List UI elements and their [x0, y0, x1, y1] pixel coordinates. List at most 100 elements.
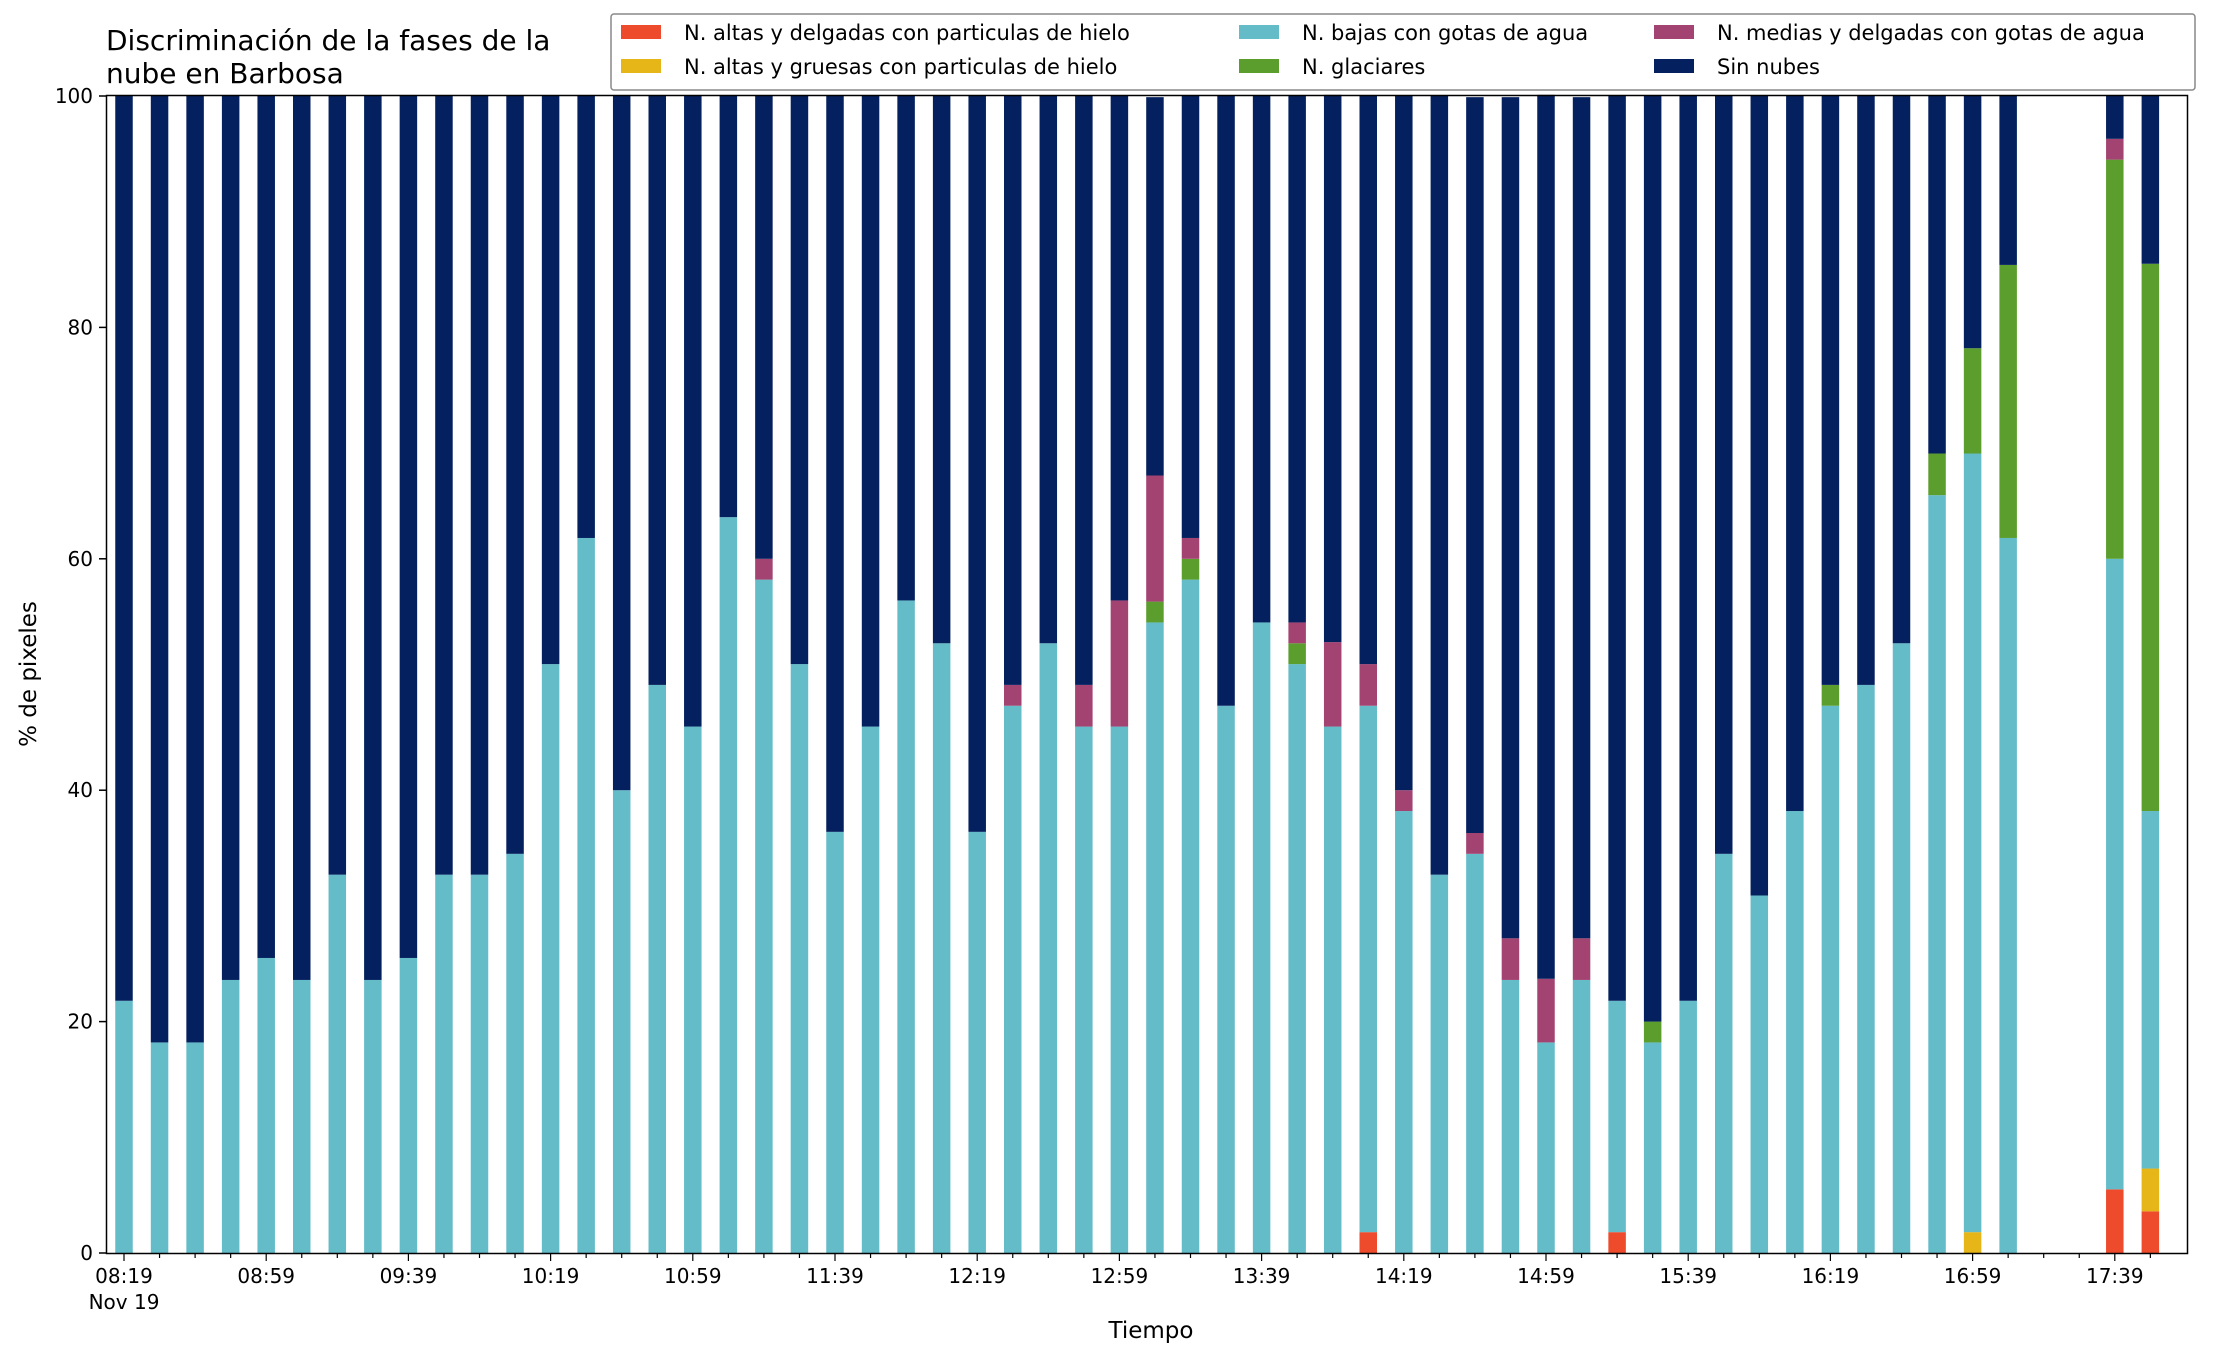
bar-segment — [506, 96, 524, 854]
bar-segment — [399, 96, 418, 958]
bar-segment — [1039, 96, 1058, 644]
bar-segment — [2141, 96, 2160, 264]
bar-segment — [1252, 96, 1271, 623]
bar-segment — [2141, 811, 2160, 1169]
chart-title-line-1: Discriminación de la fases de la — [106, 24, 550, 57]
bar-segment — [1572, 97, 1591, 939]
bar-segment — [1217, 96, 1235, 706]
legend: N. altas y delgadas con particulas de hi… — [610, 13, 2196, 91]
bar-segment — [1963, 96, 1982, 349]
x-tick-label: 12:59 — [1091, 1264, 1149, 1288]
bar-segment — [897, 96, 915, 601]
bar-segment — [257, 957, 275, 1253]
bar-segment — [1608, 96, 1626, 1001]
bar-segment — [612, 790, 631, 1253]
legend-swatch — [1654, 59, 1694, 73]
bar-segment — [470, 96, 489, 875]
bar-segment — [1146, 622, 1164, 1253]
bar-segment — [1075, 726, 1093, 1253]
x-tick-label: 09:39 — [380, 1264, 438, 1288]
bar-segment — [2106, 1189, 2124, 1253]
bar-segment — [1643, 1042, 1662, 1253]
bar-segment — [684, 96, 702, 727]
bar-segment — [1572, 938, 1591, 980]
bar-segment — [1963, 453, 1982, 1233]
bar-segment — [1004, 684, 1022, 706]
bar-segment — [1857, 684, 1875, 1253]
bar-segment — [1501, 938, 1520, 980]
bar-segment — [1146, 601, 1164, 623]
bar-segment — [968, 831, 986, 1253]
bar-segment — [435, 96, 453, 875]
legend-box — [610, 13, 2196, 91]
bar-segment — [577, 96, 595, 538]
bar-segment — [2106, 96, 2124, 139]
x-date-label: Nov 19 — [89, 1290, 160, 1314]
bar-segment — [1181, 537, 1200, 559]
bar-segment — [364, 979, 382, 1253]
bar-segment — [1359, 96, 1377, 665]
bar-segment — [1928, 96, 1946, 454]
x-tick-label: 11:39 — [806, 1264, 864, 1288]
bar-segment — [1572, 979, 1591, 1253]
chart-title-line-2: nube en Barbosa — [106, 57, 344, 90]
bar-segment — [2141, 1168, 2160, 1212]
bar-segment — [755, 579, 773, 1253]
bar-segment — [1181, 558, 1200, 580]
y-axis: 0 20 40 60 80 100 — [55, 84, 107, 1265]
bar-segment — [1715, 853, 1733, 1253]
bar-segment — [1928, 453, 1946, 496]
legend-label: Sin nubes — [1717, 55, 1820, 79]
bar-segment — [612, 96, 631, 791]
bar-segment — [1323, 94, 1342, 643]
bar-segment — [1501, 979, 1520, 1253]
y-tick-label: 80 — [68, 315, 93, 339]
bar-segment — [2141, 263, 2160, 812]
x-tick-label: 10:19 — [522, 1264, 580, 1288]
bar-segment — [1288, 622, 1306, 644]
bar-segment — [826, 96, 844, 832]
bar-segment — [968, 96, 986, 832]
bar-segment — [1181, 579, 1200, 1253]
bar-segment — [1501, 97, 1520, 939]
y-axis-label: % de pixeles — [16, 601, 42, 747]
y-tick-label: 100 — [55, 84, 93, 108]
bar-segment — [2106, 558, 2124, 1190]
bar-segment — [1999, 96, 2017, 265]
bar-segment — [1252, 622, 1271, 1253]
bar-segment — [1110, 726, 1129, 1253]
x-tick-label: 14:19 — [1375, 1264, 1433, 1288]
bar-segment — [1323, 726, 1342, 1253]
bar-segment — [1039, 643, 1058, 1253]
bar-segment — [577, 537, 595, 1253]
bar-segment — [1075, 684, 1093, 727]
legend-swatch — [621, 25, 661, 39]
bar-segment — [1288, 96, 1306, 623]
bar-segment — [1217, 705, 1235, 1253]
bar-segment — [328, 96, 347, 875]
bar-segment — [221, 96, 240, 980]
bar-segment — [719, 96, 738, 518]
legend-label: N. glaciares — [1302, 55, 1425, 79]
y-tick-label: 60 — [68, 547, 93, 571]
y-tick-label: 20 — [68, 1010, 93, 1034]
bar-segment — [435, 874, 453, 1253]
bar-segment — [1430, 874, 1449, 1253]
legend-label: N. medias y delgadas con gotas de agua — [1717, 21, 2145, 45]
bar-segment — [293, 96, 311, 980]
bar-segment — [1537, 1042, 1555, 1253]
bar-segment — [826, 831, 844, 1253]
bar-segment — [1999, 537, 2017, 1253]
bar-segment — [861, 726, 880, 1253]
bar-segment — [1288, 664, 1306, 1253]
bar-segment — [1608, 1000, 1626, 1233]
bar-segment — [1892, 643, 1911, 1253]
bar-segment — [186, 1042, 204, 1253]
x-tick-label: 08:19 — [95, 1264, 153, 1288]
bar-segment — [293, 979, 311, 1253]
x-axis-label: Tiempo — [1108, 1318, 1194, 1344]
bar-segment — [1323, 642, 1342, 727]
x-tick-label: 16:59 — [1944, 1264, 2002, 1288]
bar-segment — [1466, 853, 1484, 1253]
